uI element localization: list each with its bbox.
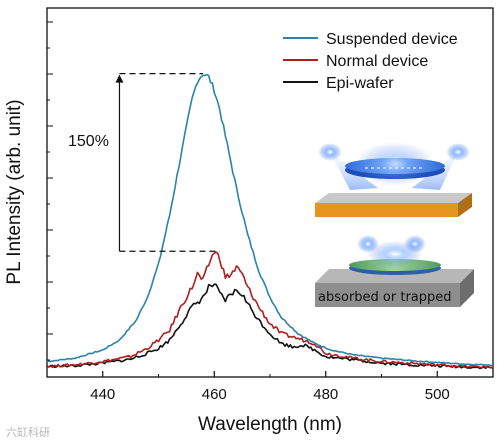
normal-device-illustration: absorbed or trapped: [315, 235, 474, 307]
substrate-side: [458, 193, 472, 217]
glow-left: [318, 143, 342, 161]
y-axis-label: PL Intensity (arb. unit): [4, 99, 25, 284]
annotation-arrowhead: [115, 74, 124, 83]
legend-label-epiwafer: Epi-wafer: [326, 75, 394, 92]
suspended-device-illustration: [315, 142, 472, 217]
slab-front: [315, 283, 460, 307]
x-tick-label-500: 500: [425, 386, 450, 403]
x-axis-label: Wavelength (nm): [198, 414, 342, 435]
watermark: 六缸科研: [6, 426, 50, 439]
enhancement-annotation: 150%: [68, 73, 220, 252]
x-tick-label-480: 480: [313, 386, 338, 403]
legend-label-normal: Normal device: [326, 53, 428, 70]
annotation-label: 150%: [68, 133, 109, 150]
series-line-suspended-device: [46, 73, 494, 367]
slab-side: [460, 269, 474, 307]
series-line-epi-wafer: [46, 283, 493, 370]
legend-label-suspended: Suspended device: [326, 31, 458, 48]
inset-caption: absorbed or trapped: [318, 290, 452, 305]
series-group: [46, 73, 494, 370]
y-axis-ticks: [47, 21, 53, 361]
glow-right: [446, 143, 470, 161]
series-line-normal-device: [46, 251, 494, 369]
legend: Suspended device Normal device Epi-wafer: [283, 31, 458, 92]
slab-top: [315, 269, 474, 283]
x-axis-ticks: [46, 371, 494, 377]
glow-c: [367, 241, 423, 267]
substrate-top: [315, 193, 472, 203]
disc-glow: [355, 142, 435, 186]
substrate-front: [315, 203, 458, 217]
x-axis-tick-labels: 440 460 480 500: [90, 386, 450, 403]
x-tick-label-460: 460: [202, 386, 227, 403]
x-tick-label-440: 440: [90, 386, 115, 403]
